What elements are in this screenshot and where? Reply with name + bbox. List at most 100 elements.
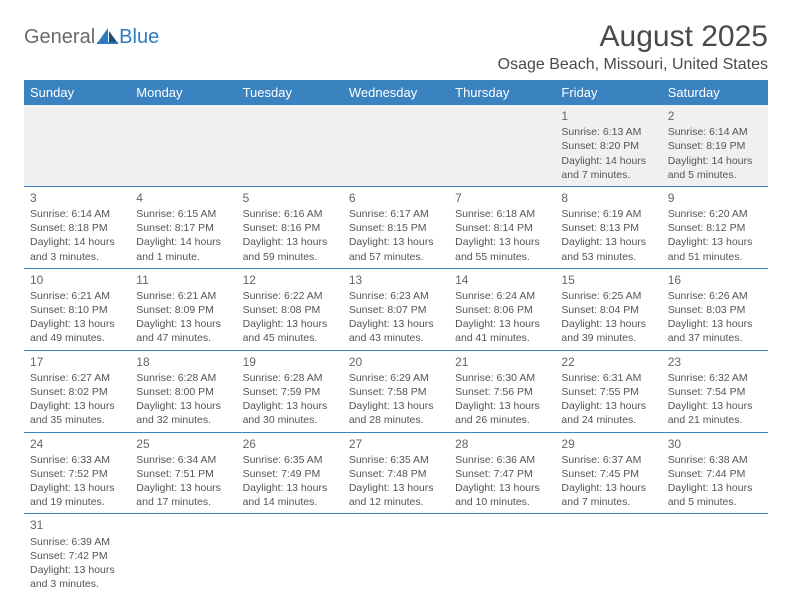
calendar-week-row: 31Sunrise: 6:39 AMSunset: 7:42 PMDayligh… bbox=[24, 514, 768, 595]
day-number: 30 bbox=[668, 436, 762, 452]
daylight-text: Daylight: 13 hours and 39 minutes. bbox=[561, 317, 655, 345]
weekday-header: Saturday bbox=[662, 80, 768, 105]
daylight-text: Daylight: 13 hours and 17 minutes. bbox=[136, 481, 230, 509]
daylight-text: Daylight: 13 hours and 10 minutes. bbox=[455, 481, 549, 509]
daylight-text: Daylight: 13 hours and 51 minutes. bbox=[668, 235, 762, 263]
calendar-day-cell: 14Sunrise: 6:24 AMSunset: 8:06 PMDayligh… bbox=[449, 268, 555, 350]
sunrise-text: Sunrise: 6:21 AM bbox=[136, 289, 230, 303]
sunset-text: Sunset: 7:54 PM bbox=[668, 385, 762, 399]
day-number: 20 bbox=[349, 354, 443, 370]
sunset-text: Sunset: 8:15 PM bbox=[349, 221, 443, 235]
day-number: 15 bbox=[561, 272, 655, 288]
sunrise-text: Sunrise: 6:25 AM bbox=[561, 289, 655, 303]
sunset-text: Sunset: 7:56 PM bbox=[455, 385, 549, 399]
sunset-text: Sunset: 8:08 PM bbox=[243, 303, 337, 317]
day-number: 13 bbox=[349, 272, 443, 288]
calendar-day-cell: 18Sunrise: 6:28 AMSunset: 8:00 PMDayligh… bbox=[130, 350, 236, 432]
daylight-text: Daylight: 14 hours and 5 minutes. bbox=[668, 154, 762, 182]
logo-text-blue: Blue bbox=[119, 26, 159, 49]
daylight-text: Daylight: 13 hours and 12 minutes. bbox=[349, 481, 443, 509]
sunrise-text: Sunrise: 6:35 AM bbox=[349, 453, 443, 467]
sunrise-text: Sunrise: 6:14 AM bbox=[30, 207, 124, 221]
sunset-text: Sunset: 8:20 PM bbox=[561, 139, 655, 153]
daylight-text: Daylight: 13 hours and 55 minutes. bbox=[455, 235, 549, 263]
calendar-day-cell: 31Sunrise: 6:39 AMSunset: 7:42 PMDayligh… bbox=[24, 514, 130, 595]
day-number: 8 bbox=[561, 190, 655, 206]
day-number: 21 bbox=[455, 354, 549, 370]
calendar-empty-cell bbox=[237, 105, 343, 186]
day-number: 12 bbox=[243, 272, 337, 288]
daylight-text: Daylight: 13 hours and 49 minutes. bbox=[30, 317, 124, 345]
sunrise-text: Sunrise: 6:28 AM bbox=[243, 371, 337, 385]
weekday-header: Wednesday bbox=[343, 80, 449, 105]
calendar-day-cell: 26Sunrise: 6:35 AMSunset: 7:49 PMDayligh… bbox=[237, 432, 343, 514]
sunrise-text: Sunrise: 6:22 AM bbox=[243, 289, 337, 303]
calendar-day-cell: 4Sunrise: 6:15 AMSunset: 8:17 PMDaylight… bbox=[130, 186, 236, 268]
weekday-header: Friday bbox=[555, 80, 661, 105]
daylight-text: Daylight: 14 hours and 3 minutes. bbox=[30, 235, 124, 263]
sunset-text: Sunset: 8:03 PM bbox=[668, 303, 762, 317]
daylight-text: Daylight: 13 hours and 30 minutes. bbox=[243, 399, 337, 427]
daylight-text: Daylight: 13 hours and 26 minutes. bbox=[455, 399, 549, 427]
calendar-day-cell: 25Sunrise: 6:34 AMSunset: 7:51 PMDayligh… bbox=[130, 432, 236, 514]
calendar-day-cell: 24Sunrise: 6:33 AMSunset: 7:52 PMDayligh… bbox=[24, 432, 130, 514]
sunset-text: Sunset: 7:55 PM bbox=[561, 385, 655, 399]
daylight-text: Daylight: 13 hours and 43 minutes. bbox=[349, 317, 443, 345]
sunset-text: Sunset: 8:18 PM bbox=[30, 221, 124, 235]
calendar-day-cell: 28Sunrise: 6:36 AMSunset: 7:47 PMDayligh… bbox=[449, 432, 555, 514]
calendar-day-cell: 12Sunrise: 6:22 AMSunset: 8:08 PMDayligh… bbox=[237, 268, 343, 350]
calendar-week-row: 17Sunrise: 6:27 AMSunset: 8:02 PMDayligh… bbox=[24, 350, 768, 432]
sunrise-text: Sunrise: 6:23 AM bbox=[349, 289, 443, 303]
calendar-day-cell: 22Sunrise: 6:31 AMSunset: 7:55 PMDayligh… bbox=[555, 350, 661, 432]
sunset-text: Sunset: 8:13 PM bbox=[561, 221, 655, 235]
sunrise-text: Sunrise: 6:33 AM bbox=[30, 453, 124, 467]
calendar-empty-cell bbox=[662, 514, 768, 595]
sunrise-text: Sunrise: 6:19 AM bbox=[561, 207, 655, 221]
sunset-text: Sunset: 8:10 PM bbox=[30, 303, 124, 317]
daylight-text: Daylight: 13 hours and 37 minutes. bbox=[668, 317, 762, 345]
sunset-text: Sunset: 7:45 PM bbox=[561, 467, 655, 481]
weekday-header: Sunday bbox=[24, 80, 130, 105]
calendar-day-cell: 21Sunrise: 6:30 AMSunset: 7:56 PMDayligh… bbox=[449, 350, 555, 432]
logo-text-general: General bbox=[24, 26, 95, 49]
day-number: 18 bbox=[136, 354, 230, 370]
day-number: 31 bbox=[30, 517, 124, 533]
weekday-header: Monday bbox=[130, 80, 236, 105]
calendar-empty-cell bbox=[130, 105, 236, 186]
calendar-week-row: 3Sunrise: 6:14 AMSunset: 8:18 PMDaylight… bbox=[24, 186, 768, 268]
day-number: 6 bbox=[349, 190, 443, 206]
daylight-text: Daylight: 13 hours and 24 minutes. bbox=[561, 399, 655, 427]
sunrise-text: Sunrise: 6:35 AM bbox=[243, 453, 337, 467]
daylight-text: Daylight: 13 hours and 35 minutes. bbox=[30, 399, 124, 427]
page-header: General Blue August 2025 Osage Beach, Mi… bbox=[24, 20, 768, 74]
calendar-day-cell: 11Sunrise: 6:21 AMSunset: 8:09 PMDayligh… bbox=[130, 268, 236, 350]
sunset-text: Sunset: 8:07 PM bbox=[349, 303, 443, 317]
daylight-text: Daylight: 13 hours and 47 minutes. bbox=[136, 317, 230, 345]
location-subtitle: Osage Beach, Missouri, United States bbox=[498, 56, 768, 74]
logo-sail-icon bbox=[97, 27, 119, 51]
day-number: 28 bbox=[455, 436, 549, 452]
daylight-text: Daylight: 13 hours and 21 minutes. bbox=[668, 399, 762, 427]
sunset-text: Sunset: 8:12 PM bbox=[668, 221, 762, 235]
daylight-text: Daylight: 13 hours and 14 minutes. bbox=[243, 481, 337, 509]
sunrise-text: Sunrise: 6:38 AM bbox=[668, 453, 762, 467]
calendar-empty-cell bbox=[449, 105, 555, 186]
calendar-day-cell: 3Sunrise: 6:14 AMSunset: 8:18 PMDaylight… bbox=[24, 186, 130, 268]
sunrise-text: Sunrise: 6:34 AM bbox=[136, 453, 230, 467]
sunset-text: Sunset: 7:47 PM bbox=[455, 467, 549, 481]
calendar-empty-cell bbox=[555, 514, 661, 595]
calendar-empty-cell bbox=[24, 105, 130, 186]
day-number: 24 bbox=[30, 436, 124, 452]
calendar-day-cell: 27Sunrise: 6:35 AMSunset: 7:48 PMDayligh… bbox=[343, 432, 449, 514]
calendar-empty-cell bbox=[449, 514, 555, 595]
calendar-day-cell: 29Sunrise: 6:37 AMSunset: 7:45 PMDayligh… bbox=[555, 432, 661, 514]
calendar-empty-cell bbox=[343, 105, 449, 186]
day-number: 1 bbox=[561, 108, 655, 124]
daylight-text: Daylight: 14 hours and 1 minute. bbox=[136, 235, 230, 263]
daylight-text: Daylight: 13 hours and 28 minutes. bbox=[349, 399, 443, 427]
weekday-header: Tuesday bbox=[237, 80, 343, 105]
day-number: 2 bbox=[668, 108, 762, 124]
month-title: August 2025 bbox=[498, 20, 768, 54]
title-block: August 2025 Osage Beach, Missouri, Unite… bbox=[498, 20, 768, 74]
sunrise-text: Sunrise: 6:21 AM bbox=[30, 289, 124, 303]
